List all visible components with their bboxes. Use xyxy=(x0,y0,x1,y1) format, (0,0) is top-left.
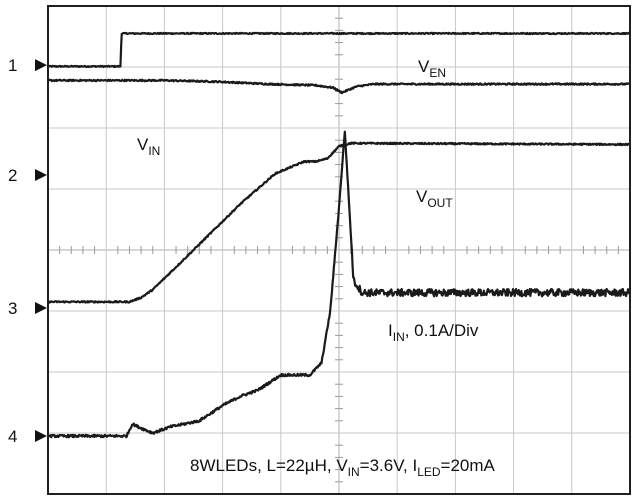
trace-i-in xyxy=(47,130,632,439)
trace-v-in xyxy=(47,78,631,95)
plot-frame xyxy=(47,5,631,495)
annotation-v-en: VEN xyxy=(418,57,446,80)
trace-v-en xyxy=(47,31,631,69)
channel-markers: 1 2 3 4 xyxy=(8,56,47,446)
trace-annotations: VEN VIN VOUT IIN, 0.1A/Div xyxy=(137,57,479,344)
channel-marker-label: 3 xyxy=(8,299,17,318)
graticule xyxy=(48,6,630,494)
channel-marker-label: 1 xyxy=(8,56,17,75)
channel-marker-label: 4 xyxy=(8,427,17,446)
annotation-v-in: VIN xyxy=(137,135,160,158)
trace-v-out xyxy=(47,141,631,304)
annotation-v-out: VOUT xyxy=(416,187,453,210)
annotation-i-in: IIN, 0.1A/Div xyxy=(388,321,479,344)
channel-marker-arrow xyxy=(35,168,47,181)
traces xyxy=(47,31,632,439)
channel-marker-arrow xyxy=(35,430,47,443)
caption-text: 8WLEDs, L=22µH, VIN=3.6V, ILED=20mA xyxy=(190,456,496,479)
channel-marker-arrow xyxy=(35,59,47,72)
channel-marker-label: 2 xyxy=(8,166,17,185)
channel-marker-arrow xyxy=(35,301,47,314)
